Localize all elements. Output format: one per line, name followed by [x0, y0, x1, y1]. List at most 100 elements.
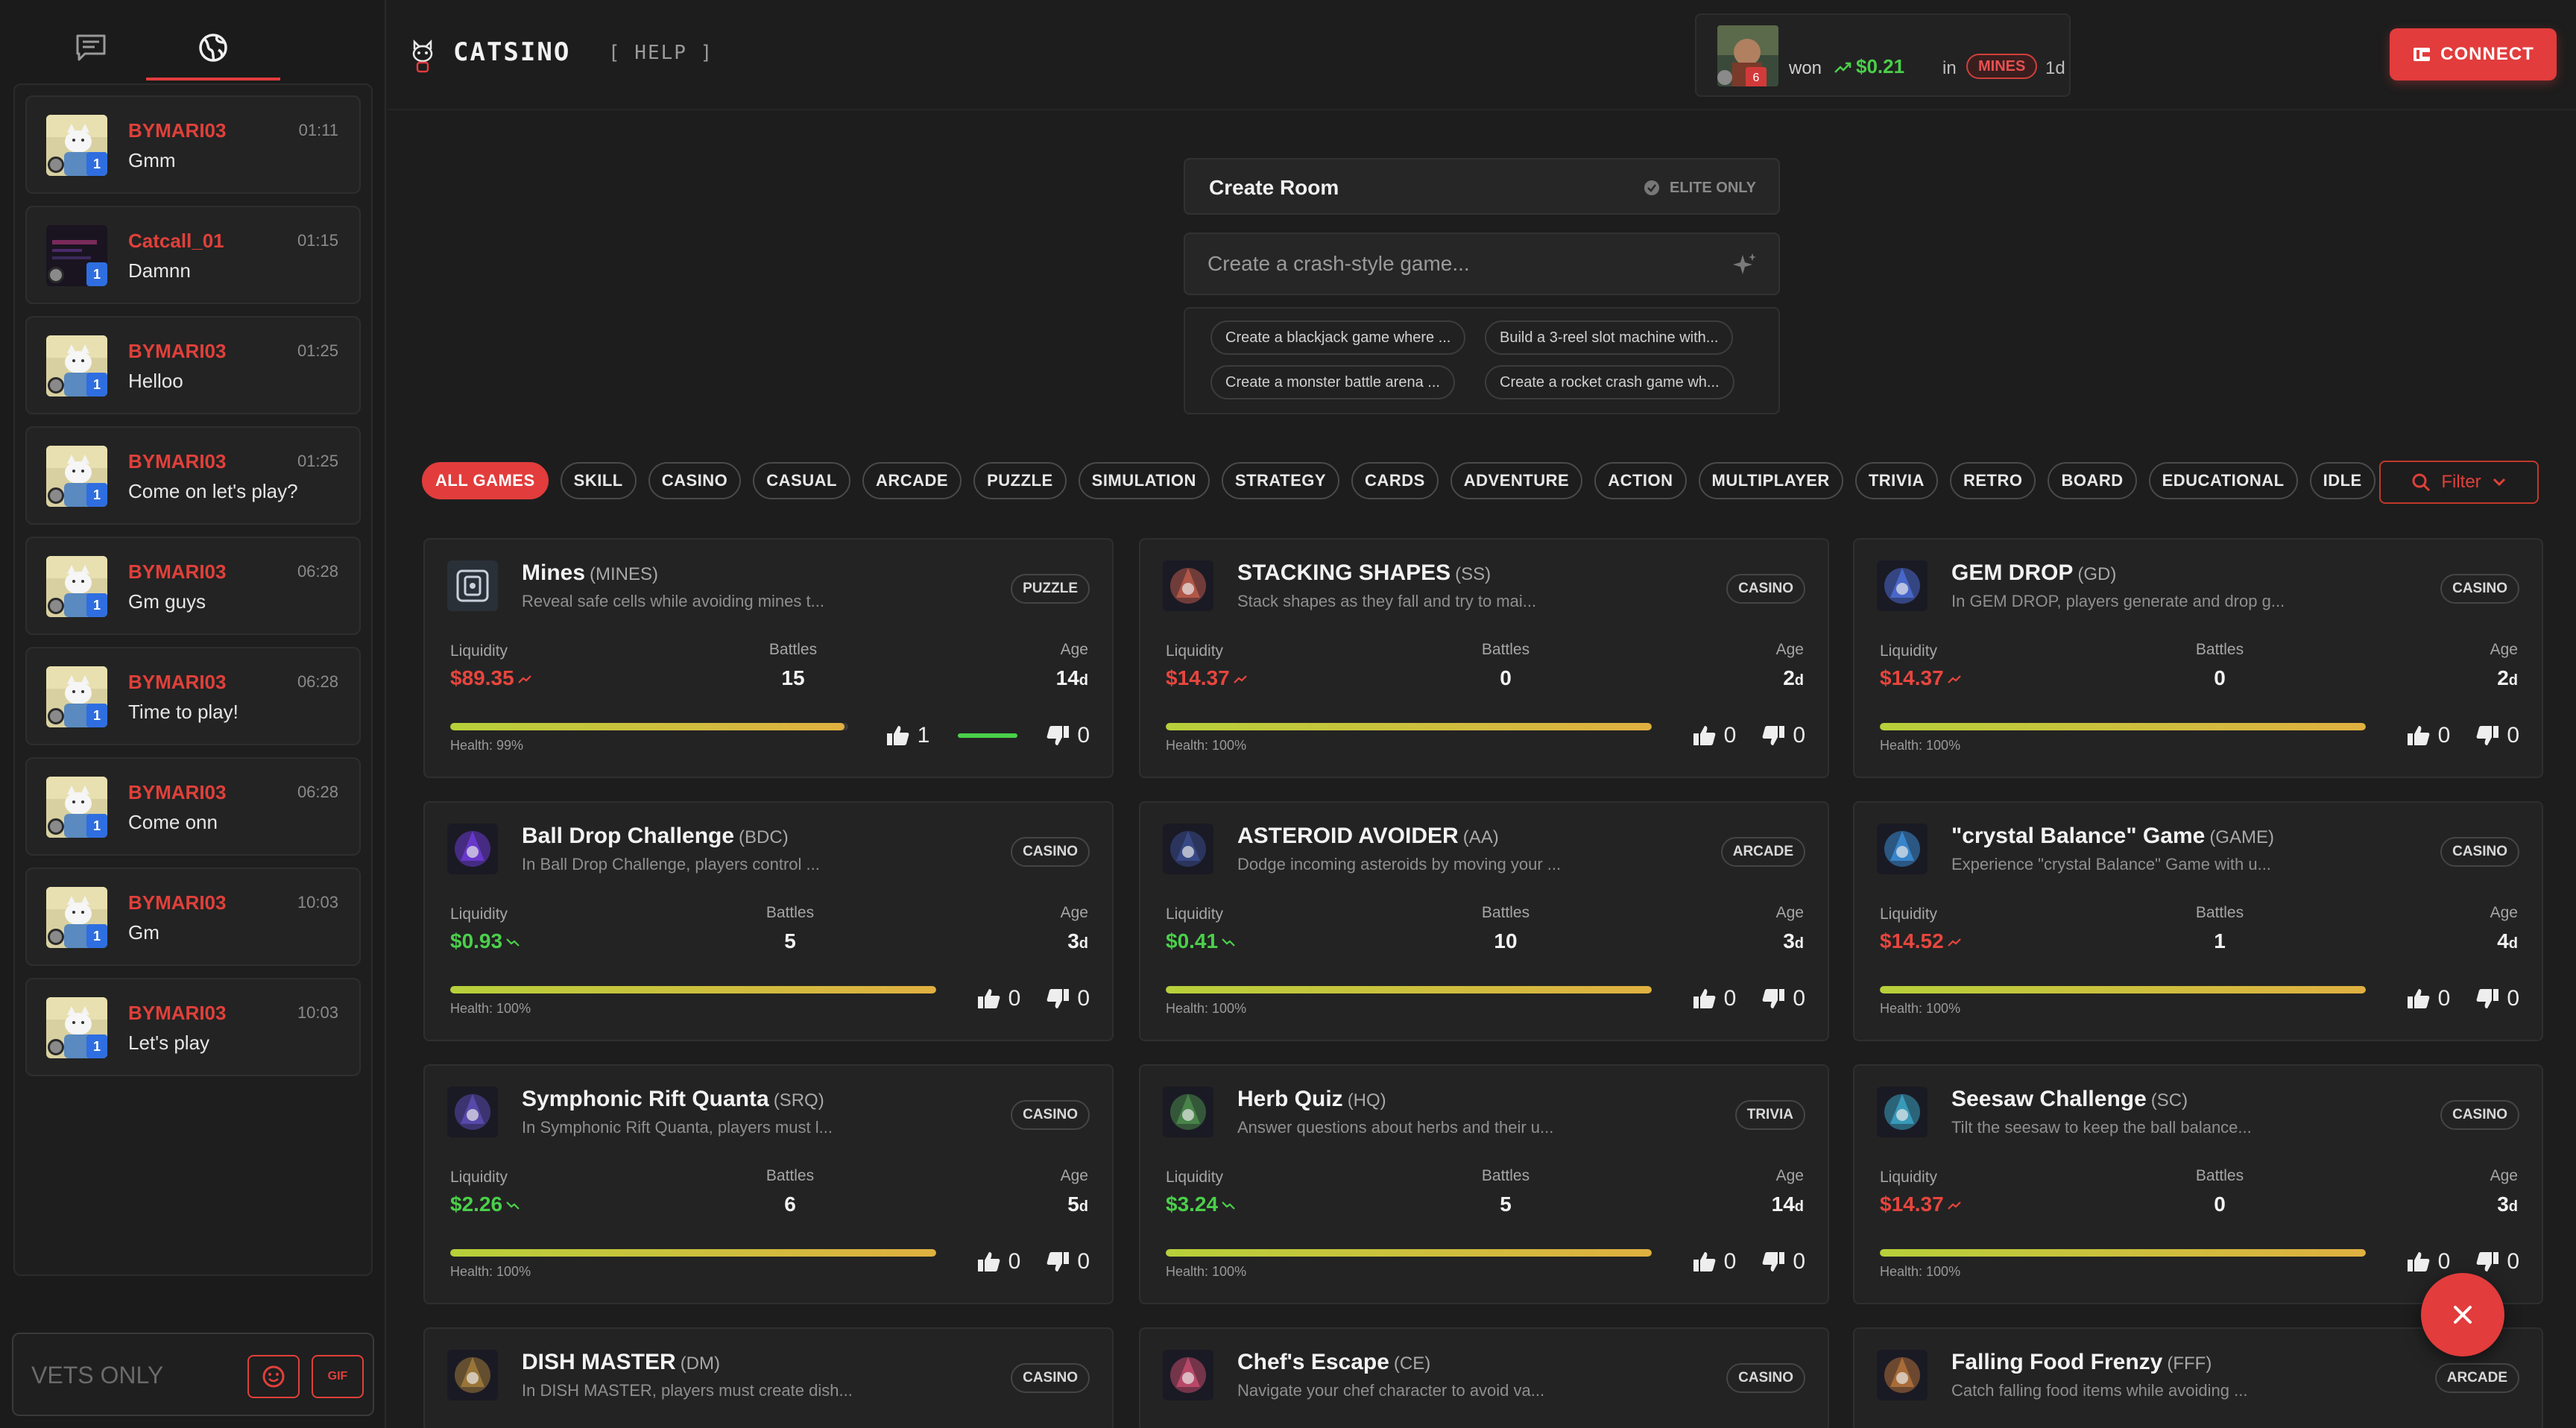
- upvote-button[interactable]: 0: [2407, 723, 2450, 748]
- game-card[interactable]: Herb Quiz (HQ) Answer questions about herb…: [1139, 1064, 1829, 1304]
- upvote-button[interactable]: 0: [2407, 1249, 2450, 1274]
- tab-chat[interactable]: [24, 12, 158, 83]
- category-pill-arcade[interactable]: ARCADE: [862, 462, 962, 499]
- category-pill-casino[interactable]: CASINO: [648, 462, 742, 499]
- sparkle-icon[interactable]: [1732, 252, 1758, 277]
- game-title[interactable]: Falling Food Frenzy (FFF): [1951, 1350, 2212, 1375]
- game-title[interactable]: Seesaw Challenge (SC): [1951, 1087, 2188, 1112]
- ticker-game-tag[interactable]: MINES: [1966, 54, 2038, 79]
- game-title[interactable]: Symphonic Rift Quanta (SRQ): [522, 1087, 824, 1112]
- upvote-button[interactable]: 1: [886, 723, 929, 748]
- category-pill-all-games[interactable]: ALL GAMES: [422, 462, 549, 499]
- gif-button[interactable]: GIF: [312, 1355, 364, 1398]
- avatar[interactable]: 1: [46, 556, 107, 617]
- help-link[interactable]: [ HELP ]: [608, 42, 714, 64]
- game-card[interactable]: GEM DROP (GD) In GEM DROP, players generat…: [1853, 538, 2543, 778]
- game-title[interactable]: "crystal Balance" Game (GAME): [1951, 824, 2274, 849]
- category-pill-skill[interactable]: SKILL: [560, 462, 637, 499]
- upvote-button[interactable]: 0: [977, 1249, 1020, 1274]
- game-title[interactable]: STACKING SHAPES (SS): [1237, 560, 1491, 586]
- game-title[interactable]: Herb Quiz (HQ): [1237, 1087, 1386, 1112]
- category-pill-board[interactable]: BOARD: [2048, 462, 2137, 499]
- avatar[interactable]: 1: [46, 446, 107, 507]
- chat-message-list[interactable]: 1 BYMARI03 01:11 Gmm 1 Catcall_01 01:15 Damnn 1 B…: [13, 83, 373, 1276]
- game-title[interactable]: Chef's Escape (CE): [1237, 1350, 1430, 1375]
- game-title[interactable]: DISH MASTER (DM): [522, 1350, 720, 1375]
- close-fab-button[interactable]: [2421, 1273, 2504, 1356]
- brand-title[interactable]: CATSINO: [453, 37, 571, 67]
- game-card[interactable]: DISH MASTER (DM) In DISH MASTER, players m…: [423, 1327, 1114, 1428]
- suggestion-chip[interactable]: Create a rocket crash game wh...: [1485, 365, 1734, 399]
- create-room-panel[interactable]: Create Room ELITE ONLY: [1184, 158, 1780, 215]
- chat-input[interactable]: [31, 1356, 218, 1394]
- suggestion-chip[interactable]: Build a 3-reel slot machine with...: [1485, 320, 1734, 355]
- game-card[interactable]: Mines (MINES) Reveal safe cells while avoi…: [423, 538, 1114, 778]
- avatar[interactable]: 1: [46, 777, 107, 838]
- tab-global[interactable]: [146, 12, 280, 83]
- game-card[interactable]: Ball Drop Challenge (BDC) In Ball Drop Cha…: [423, 801, 1114, 1041]
- upvote-button[interactable]: 0: [1693, 723, 1736, 748]
- game-card[interactable]: "crystal Balance" Game (GAME) Experience "…: [1853, 801, 2543, 1041]
- downvote-button[interactable]: 0: [1761, 1249, 1805, 1274]
- avatar[interactable]: 1: [46, 225, 107, 286]
- game-prompt-input[interactable]: [1208, 247, 1699, 280]
- category-pill-simulation[interactable]: SIMULATION: [1078, 462, 1210, 499]
- game-card[interactable]: Chef's Escape (CE) Navigate your chef char…: [1139, 1327, 1829, 1428]
- category-pill-educational[interactable]: EDUCATIONAL: [2148, 462, 2298, 499]
- category-pill-idle[interactable]: IDLE: [2309, 462, 2375, 499]
- battles-label: Battles: [2195, 641, 2244, 658]
- suggestion-chip[interactable]: Create a monster battle arena ...: [1210, 365, 1455, 399]
- upvote-button[interactable]: 0: [977, 986, 1020, 1011]
- upvote-button[interactable]: 0: [2407, 986, 2450, 1011]
- chat-username[interactable]: Catcall_01: [128, 230, 224, 252]
- chat-username[interactable]: BYMARI03: [128, 450, 227, 473]
- game-card[interactable]: Seesaw Challenge (SC) Tilt the seesaw to k…: [1853, 1064, 2543, 1304]
- game-card[interactable]: STACKING SHAPES (SS) Stack shapes as they …: [1139, 538, 1829, 778]
- game-title[interactable]: Mines (MINES): [522, 560, 658, 586]
- category-pill-trivia[interactable]: TRIVIA: [1854, 462, 1938, 499]
- avatar[interactable]: 1: [46, 997, 107, 1058]
- recent-win-ticker[interactable]: 6 won $0.21 in MINES 1d: [1695, 13, 2071, 97]
- category-pill-strategy[interactable]: STRATEGY: [1221, 462, 1340, 499]
- game-card[interactable]: Symphonic Rift Quanta (SRQ) In Symphonic R…: [423, 1064, 1114, 1304]
- filter-button[interactable]: Filter: [2379, 461, 2539, 504]
- category-pill-adventure[interactable]: ADVENTURE: [1450, 462, 1583, 499]
- downvote-button[interactable]: 0: [1761, 723, 1805, 748]
- emoji-button[interactable]: [247, 1355, 300, 1398]
- game-title[interactable]: Ball Drop Challenge (BDC): [522, 824, 789, 849]
- category-pill-action[interactable]: ACTION: [1594, 462, 1687, 499]
- health-fill: [1880, 723, 2366, 730]
- downvote-button[interactable]: 0: [1761, 986, 1805, 1011]
- chat-username[interactable]: BYMARI03: [128, 1002, 227, 1024]
- game-card[interactable]: Falling Food Frenzy (FFF) Catch falling fo…: [1853, 1327, 2543, 1428]
- chat-username[interactable]: BYMARI03: [128, 560, 227, 583]
- downvote-button[interactable]: 0: [1046, 986, 1090, 1011]
- downvote-button[interactable]: 0: [2475, 1249, 2519, 1274]
- connect-button[interactable]: CONNECT: [2390, 28, 2557, 80]
- chat-username[interactable]: BYMARI03: [128, 891, 227, 914]
- downvote-button[interactable]: 0: [2475, 986, 2519, 1011]
- chat-username[interactable]: BYMARI03: [128, 340, 227, 362]
- avatar[interactable]: 1: [46, 887, 107, 948]
- category-pill-multiplayer[interactable]: MULTIPLAYER: [1698, 462, 1843, 499]
- avatar[interactable]: 1: [46, 666, 107, 727]
- category-pill-retro[interactable]: RETRO: [1949, 462, 2036, 499]
- suggestion-chip[interactable]: Create a blackjack game where ...: [1210, 320, 1466, 355]
- game-category-tag: PUZZLE: [1011, 574, 1090, 604]
- avatar[interactable]: 1: [46, 115, 107, 176]
- game-title[interactable]: GEM DROP (GD): [1951, 560, 2116, 586]
- downvote-button[interactable]: 0: [1046, 723, 1090, 748]
- category-pill-cards[interactable]: CARDS: [1351, 462, 1439, 499]
- game-card[interactable]: ASTEROID AVOIDER (AA) Dodge incoming aster…: [1139, 801, 1829, 1041]
- avatar[interactable]: 1: [46, 335, 107, 397]
- upvote-button[interactable]: 0: [1693, 986, 1736, 1011]
- downvote-button[interactable]: 0: [2475, 723, 2519, 748]
- chat-username[interactable]: BYMARI03: [128, 671, 227, 693]
- chat-username[interactable]: BYMARI03: [128, 119, 227, 142]
- category-pill-puzzle[interactable]: PUZZLE: [973, 462, 1067, 499]
- category-pill-casual[interactable]: CASUAL: [753, 462, 850, 499]
- upvote-button[interactable]: 0: [1693, 1249, 1736, 1274]
- downvote-button[interactable]: 0: [1046, 1249, 1090, 1274]
- game-title[interactable]: ASTEROID AVOIDER (AA): [1237, 824, 1499, 849]
- chat-username[interactable]: BYMARI03: [128, 781, 227, 803]
